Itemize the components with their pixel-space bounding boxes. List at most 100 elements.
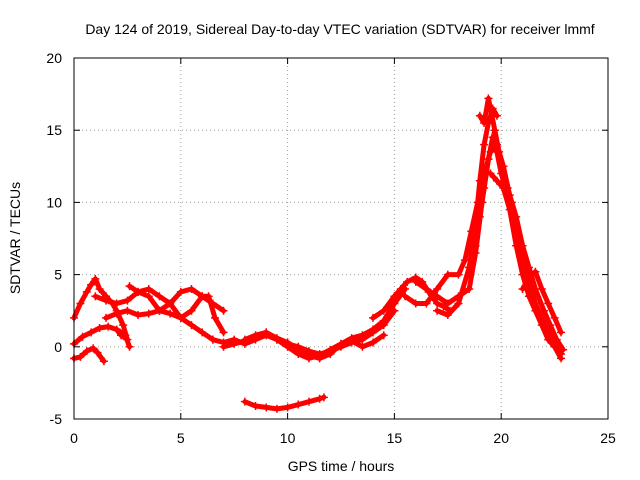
data-point bbox=[524, 273, 533, 282]
data-point bbox=[505, 205, 514, 214]
data-point bbox=[460, 256, 469, 265]
data-point bbox=[166, 299, 175, 308]
data-point bbox=[492, 140, 501, 149]
data-point bbox=[102, 313, 111, 322]
data-point bbox=[87, 280, 96, 289]
data-point bbox=[480, 118, 489, 127]
grid-layer bbox=[74, 58, 608, 419]
data-point bbox=[272, 404, 281, 413]
data-point bbox=[91, 292, 100, 301]
x-axis-title: GPS time / hours bbox=[288, 458, 395, 474]
data-point bbox=[304, 397, 313, 406]
data-point bbox=[283, 342, 292, 351]
plot-frame bbox=[73, 57, 609, 420]
data-point bbox=[480, 140, 489, 149]
data-point bbox=[187, 306, 196, 315]
data-point bbox=[557, 328, 566, 337]
data-point bbox=[219, 306, 228, 315]
series-layer bbox=[70, 94, 568, 413]
y-tick-label: 15 bbox=[46, 122, 62, 138]
data-point bbox=[76, 299, 85, 308]
data-point bbox=[210, 313, 219, 322]
data-point bbox=[544, 335, 553, 344]
data-point bbox=[486, 147, 495, 156]
data-point bbox=[443, 299, 452, 308]
data-point bbox=[358, 331, 367, 340]
data-point bbox=[304, 354, 313, 363]
data-point bbox=[484, 94, 493, 103]
data-point bbox=[315, 351, 324, 360]
data-point bbox=[93, 348, 102, 357]
data-point bbox=[155, 292, 164, 301]
data-point bbox=[176, 313, 185, 322]
data-point bbox=[475, 111, 484, 120]
data-point bbox=[112, 299, 121, 308]
data-point bbox=[486, 169, 495, 178]
data-point bbox=[401, 292, 410, 301]
data-point bbox=[112, 309, 121, 318]
data-point bbox=[433, 285, 442, 294]
data-point bbox=[544, 299, 553, 308]
data-point bbox=[319, 393, 328, 402]
chart-title: Day 124 of 2019, Sidereal Day-to-day VTE… bbox=[85, 21, 594, 37]
data-point bbox=[411, 277, 420, 286]
y-tick-label: 0 bbox=[54, 339, 62, 355]
data-point bbox=[91, 274, 100, 283]
data-point bbox=[480, 183, 489, 192]
data-point bbox=[422, 299, 431, 308]
data-point bbox=[379, 331, 388, 340]
data-point bbox=[155, 306, 164, 315]
data-point bbox=[251, 331, 260, 340]
data-point bbox=[490, 126, 499, 135]
data-point bbox=[422, 285, 431, 294]
data-point bbox=[411, 299, 420, 308]
data-point bbox=[518, 285, 527, 294]
series-track-3 bbox=[71, 345, 107, 364]
data-point bbox=[198, 328, 207, 337]
x-tick-label: 10 bbox=[280, 430, 296, 446]
data-point bbox=[240, 397, 249, 406]
y-axis-title: SDTVAR / TECUs bbox=[7, 182, 23, 294]
data-point bbox=[518, 270, 527, 279]
data-point bbox=[294, 350, 303, 359]
data-point bbox=[187, 285, 196, 294]
data-point bbox=[95, 285, 104, 294]
series-track-8 bbox=[221, 286, 408, 361]
data-point bbox=[315, 394, 324, 403]
data-point bbox=[112, 325, 121, 334]
data-point bbox=[347, 337, 356, 346]
tick-layer: 0 5 10 15 20 25 -5 0 5 10 15 20 bbox=[46, 50, 616, 446]
data-point bbox=[358, 342, 367, 351]
data-point bbox=[82, 347, 91, 356]
data-point bbox=[433, 299, 442, 308]
data-point bbox=[78, 332, 87, 341]
data-point bbox=[89, 344, 98, 353]
data-point bbox=[433, 306, 442, 315]
data-point bbox=[471, 241, 480, 250]
data-point bbox=[379, 316, 388, 325]
series-track-9 bbox=[242, 329, 387, 361]
data-point bbox=[76, 352, 85, 361]
x-tick-label: 0 bbox=[70, 430, 78, 446]
data-point bbox=[369, 338, 378, 347]
data-point bbox=[240, 335, 249, 344]
data-point bbox=[492, 176, 501, 185]
data-point bbox=[433, 292, 442, 301]
x-tick-label: 15 bbox=[387, 430, 403, 446]
data-point bbox=[379, 306, 388, 315]
data-point bbox=[176, 287, 185, 296]
data-point bbox=[369, 313, 378, 322]
data-point bbox=[219, 342, 228, 351]
data-point bbox=[166, 309, 175, 318]
data-point bbox=[294, 400, 303, 409]
data-point bbox=[121, 331, 130, 340]
data-point bbox=[283, 403, 292, 412]
data-point bbox=[119, 321, 128, 330]
x-tick-label: 20 bbox=[493, 430, 509, 446]
data-point bbox=[499, 162, 508, 171]
data-point bbox=[230, 339, 239, 348]
data-point bbox=[123, 296, 132, 305]
data-point bbox=[144, 285, 153, 294]
data-point bbox=[82, 287, 91, 296]
data-point bbox=[465, 285, 474, 294]
